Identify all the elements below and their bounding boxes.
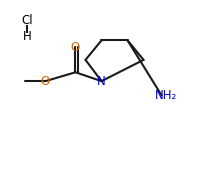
Text: O: O [41, 75, 50, 88]
Text: N: N [97, 75, 105, 88]
Text: O: O [70, 41, 80, 54]
Text: NH₂: NH₂ [154, 89, 176, 102]
Text: H: H [23, 30, 32, 43]
Text: Cl: Cl [21, 14, 33, 27]
